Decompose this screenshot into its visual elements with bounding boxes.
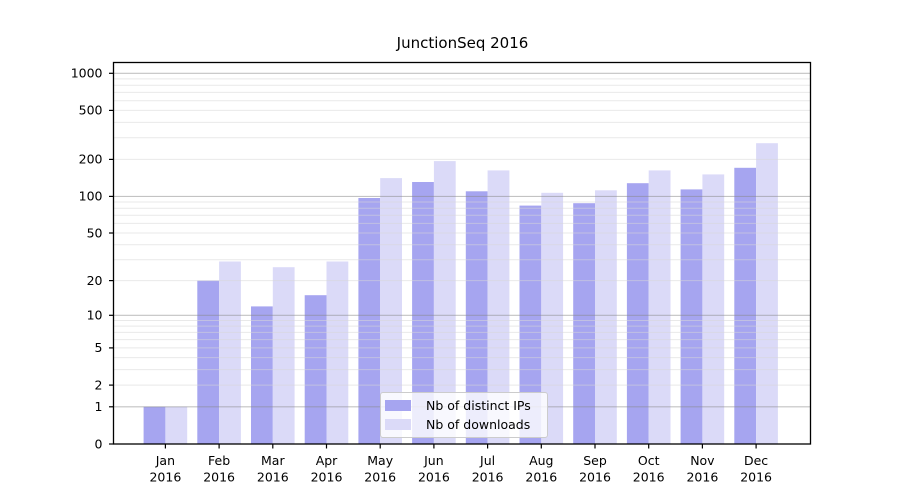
bar bbox=[197, 280, 220, 444]
bar bbox=[326, 261, 349, 444]
x-tick-label-month: Mar bbox=[261, 453, 285, 468]
gridlines-minor bbox=[113, 78, 811, 386]
legend: Nb of distinct IPs Nb of downloads bbox=[380, 392, 548, 438]
bars-distinct-ips bbox=[143, 167, 757, 445]
bar bbox=[433, 161, 456, 444]
bar bbox=[165, 406, 188, 444]
bar bbox=[519, 205, 542, 444]
bar bbox=[756, 143, 778, 444]
x-tick-label-year: 2016 bbox=[311, 470, 343, 485]
legend-label: Nb of distinct IPs bbox=[426, 398, 531, 413]
bar bbox=[487, 170, 510, 444]
x-tick-label-year: 2016 bbox=[472, 470, 504, 485]
x-tick-label-year: 2016 bbox=[740, 470, 772, 485]
legend-swatch-downloads-icon bbox=[385, 419, 411, 430]
chart-title: JunctionSeq 2016 bbox=[396, 34, 529, 52]
plot-border bbox=[112, 61, 812, 445]
bar bbox=[272, 267, 295, 444]
y-tick-label: 200 bbox=[79, 152, 103, 167]
x-tick-label-month: Oct bbox=[638, 453, 660, 468]
x-tick-label-month: Jul bbox=[479, 453, 495, 468]
legend-item-downloads: Nb of downloads bbox=[385, 415, 539, 434]
bar bbox=[219, 261, 241, 444]
bar bbox=[465, 191, 488, 444]
y-tick-label: 20 bbox=[87, 273, 103, 288]
x-tick-label-year: 2016 bbox=[525, 470, 557, 485]
bar bbox=[541, 192, 564, 444]
bar bbox=[412, 182, 434, 444]
y-tick-label: 0 bbox=[95, 436, 103, 451]
x-tick-label-month: Dec bbox=[744, 453, 768, 468]
x-tick-label-year: 2016 bbox=[686, 470, 718, 485]
y-tick-label: 500 bbox=[79, 103, 103, 118]
x-tick-label-month: Nov bbox=[690, 453, 715, 468]
x-tick-label-year: 2016 bbox=[418, 470, 450, 485]
tick-labels: 0 1 2 5 10 20 50 100 200 500 1000 Jan 2016 Feb 2016 Mar… bbox=[71, 66, 772, 485]
x-tick-label-year: 2016 bbox=[364, 470, 396, 485]
y-tick-label: 10 bbox=[87, 308, 103, 323]
legend-item-distinct-ips: Nb of distinct IPs bbox=[385, 396, 539, 415]
x-tick-label-month: Feb bbox=[208, 453, 230, 468]
y-tick-label: 1 bbox=[95, 399, 103, 414]
legend-label: Nb of downloads bbox=[426, 417, 531, 432]
bar bbox=[734, 167, 757, 445]
bar bbox=[143, 406, 166, 444]
x-tick-label-year: 2016 bbox=[579, 470, 611, 485]
x-tick-label-year: 2016 bbox=[203, 470, 235, 485]
x-tick-label-year: 2016 bbox=[149, 470, 181, 485]
x-tick-label-month: Sep bbox=[583, 453, 607, 468]
bar bbox=[251, 306, 273, 444]
x-tick-label-month: Jun bbox=[423, 453, 444, 468]
bar bbox=[595, 190, 617, 444]
ticks bbox=[109, 72, 757, 449]
bar bbox=[702, 174, 725, 444]
bar bbox=[680, 189, 703, 444]
x-tick-label-month: Jan bbox=[155, 453, 175, 468]
legend-swatch-distinct-ips-icon bbox=[385, 400, 411, 411]
bar bbox=[648, 170, 671, 444]
bar bbox=[573, 203, 595, 444]
x-tick-label-month: Aug bbox=[529, 453, 553, 468]
y-tick-label: 1000 bbox=[71, 66, 103, 81]
y-tick-label: 2 bbox=[95, 377, 103, 392]
y-tick-label: 100 bbox=[79, 189, 103, 204]
y-tick-label: 5 bbox=[95, 340, 103, 355]
x-tick-label-month: Apr bbox=[316, 453, 338, 468]
bar bbox=[626, 183, 649, 444]
x-tick-label-year: 2016 bbox=[633, 470, 665, 485]
x-tick-label-month: May bbox=[367, 453, 393, 468]
x-tick-label-year: 2016 bbox=[257, 470, 289, 485]
y-tick-label: 50 bbox=[87, 225, 103, 240]
